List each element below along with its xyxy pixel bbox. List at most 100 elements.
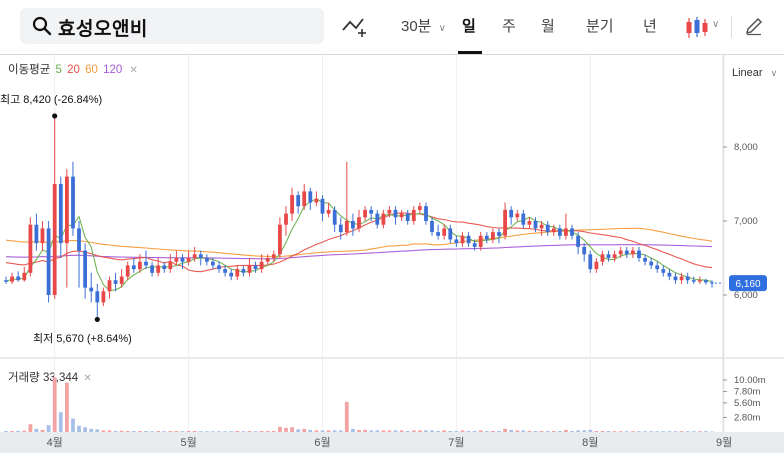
volume-bar <box>168 431 173 432</box>
chart-type-dropdown[interactable]: ∨ <box>684 16 724 40</box>
candle-body <box>247 265 252 273</box>
ma-120-line <box>5 244 713 260</box>
x-tick-label: 8월 <box>582 436 598 449</box>
candle-body <box>338 224 343 233</box>
volume-bar <box>704 431 708 432</box>
price-chart[interactable]: 4월 5월 6월 7월 8월 9월 8,000 7,000 6,000 10.00m7.80m5.… <box>0 55 784 453</box>
tab-period-week[interactable]: 주 <box>502 18 516 35</box>
volume-bar <box>77 425 81 432</box>
ma-60: 60 <box>85 64 98 76</box>
interval-dropdown[interactable]: 30분 ∨ <box>401 0 446 54</box>
volume-bar <box>138 431 142 432</box>
candle-body <box>10 276 14 282</box>
volume-bar <box>253 431 258 432</box>
y-tick-label: 7,000 <box>734 216 758 227</box>
candle-body <box>643 258 647 262</box>
volume-bar <box>16 431 21 432</box>
current-price-label: 6,160 <box>735 279 760 290</box>
candle-body <box>424 206 428 221</box>
volume-bar <box>223 431 227 432</box>
candle-body <box>594 261 599 270</box>
candle-body <box>296 195 301 207</box>
candle-body <box>466 235 471 244</box>
candle-body <box>521 213 526 225</box>
pencil-icon[interactable] <box>744 16 764 36</box>
candle-body <box>113 280 118 284</box>
candle-body <box>357 217 361 229</box>
volume-bar <box>10 431 14 432</box>
candle-body <box>253 265 258 270</box>
candle-body <box>503 209 507 236</box>
volume-bar <box>503 428 507 432</box>
candle-body <box>564 228 568 236</box>
x-tick-label: 5월 <box>180 436 196 449</box>
candle-body <box>192 254 197 258</box>
candle-body <box>369 209 374 214</box>
search-box[interactable]: 효성오앤비 <box>20 8 324 44</box>
candle-body <box>131 265 136 270</box>
scale-dropdown[interactable]: Linear ∨ <box>732 67 777 79</box>
volume-bar <box>101 430 106 432</box>
candle-body <box>211 261 215 266</box>
close-icon[interactable]: ✕ <box>129 65 138 76</box>
volume-bar <box>679 431 684 432</box>
volume-bar <box>125 431 130 432</box>
tab-period-year[interactable]: 년 <box>643 18 657 35</box>
candle-body <box>271 254 276 258</box>
x-tick-label: 4월 <box>47 436 63 449</box>
volume-bar <box>691 431 696 432</box>
candle-body <box>259 261 264 270</box>
volume-bar <box>357 429 361 432</box>
volume-bar <box>454 431 459 432</box>
candle-body <box>107 280 112 292</box>
candle-body <box>89 287 94 292</box>
volume-legend: 거래량 33,344 ✕ <box>8 369 92 385</box>
trend-line-icon[interactable] <box>342 16 368 38</box>
candle-body <box>539 224 544 229</box>
ma-5: 5 <box>55 64 62 76</box>
candle-body <box>442 228 447 236</box>
tab-period-month[interactable]: 월 <box>541 18 555 35</box>
volume-tick-label: 7.80m <box>734 386 760 397</box>
volume-bar <box>600 431 605 432</box>
candle-body <box>186 258 191 262</box>
volume-tick-label: 10.00m <box>734 375 766 386</box>
low-annotation: 최저 5,670 (+8.64%) <box>33 332 132 345</box>
volume-bar <box>65 382 69 432</box>
candle-body <box>655 265 660 270</box>
volume-bar <box>418 430 422 432</box>
volume-bar <box>387 430 392 432</box>
volume-bar <box>180 431 185 432</box>
candle-body <box>150 265 154 273</box>
volume-legend-value: 33,344 <box>42 372 79 384</box>
volume-bar <box>442 430 447 432</box>
candle-body <box>448 228 453 240</box>
active-tab-indicator <box>458 51 482 54</box>
volume-bar <box>363 429 367 432</box>
candle-body <box>302 191 307 207</box>
candle-body <box>588 254 593 270</box>
volume-bar <box>229 431 234 432</box>
volume-bar <box>612 431 617 432</box>
candle-body <box>320 198 325 214</box>
volume-bar <box>533 431 538 432</box>
volume-bar <box>320 430 325 432</box>
volume-bar <box>478 430 483 432</box>
candle-body <box>515 213 520 218</box>
volume-bar <box>588 429 593 432</box>
tab-period-day[interactable]: 일 <box>462 18 476 35</box>
candle-body <box>344 221 349 233</box>
volume-bar <box>411 430 416 432</box>
close-icon[interactable]: ✕ <box>83 373 92 384</box>
volume-bar <box>174 431 179 432</box>
search-input[interactable]: 효성오앤비 <box>58 19 148 40</box>
candle-body <box>241 269 246 273</box>
candle-body <box>83 250 87 288</box>
candle-body <box>40 228 45 244</box>
tab-period-quarter[interactable]: 분기 <box>586 18 614 35</box>
candle-body <box>704 280 708 283</box>
candle-body <box>478 235 483 247</box>
candle-body <box>77 228 81 251</box>
candle-body <box>411 209 416 221</box>
volume-bar <box>22 430 27 432</box>
